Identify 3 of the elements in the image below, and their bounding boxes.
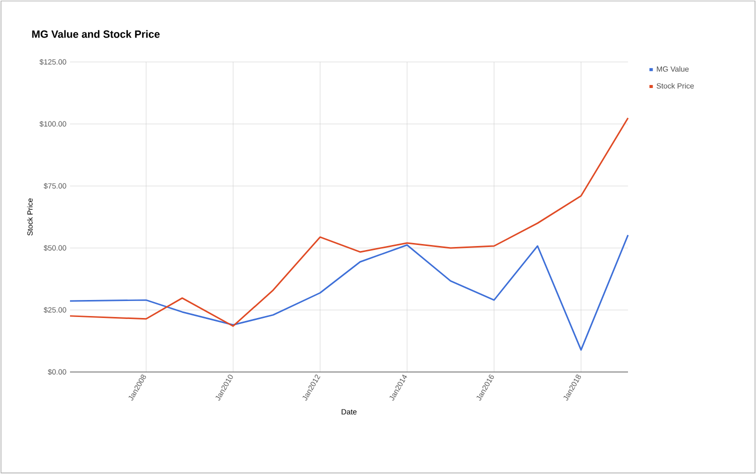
chart-title: MG Value and Stock Price	[32, 30, 160, 38]
line-series	[69, 234, 629, 351]
line-series	[69, 117, 629, 327]
